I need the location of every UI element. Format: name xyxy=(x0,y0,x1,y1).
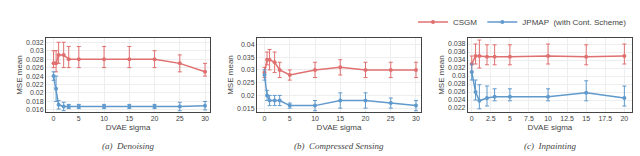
svg-text:DVAE sigma: DVAE sigma xyxy=(106,123,151,132)
svg-text:15: 15 xyxy=(336,115,344,122)
svg-text:CSGM: CSGM xyxy=(453,18,477,27)
svg-text:17.5: 17.5 xyxy=(598,115,612,122)
svg-text:25: 25 xyxy=(176,115,184,122)
svg-text:0.016: 0.016 xyxy=(26,106,44,113)
svg-text:0.03: 0.03 xyxy=(452,72,466,79)
svg-text:0.04: 0.04 xyxy=(241,41,255,48)
svg-text:0.026: 0.026 xyxy=(26,64,44,71)
svg-text:0.032: 0.032 xyxy=(26,39,44,46)
svg-text:0.02: 0.02 xyxy=(30,89,44,96)
svg-text:10: 10 xyxy=(100,115,108,122)
svg-text:DVAE sigma: DVAE sigma xyxy=(317,123,362,132)
svg-text:MSE mean: MSE mean xyxy=(226,55,235,95)
svg-text:10: 10 xyxy=(544,115,552,122)
svg-text:2.5: 2.5 xyxy=(486,115,496,122)
svg-text:25: 25 xyxy=(387,115,395,122)
svg-text:0.015: 0.015 xyxy=(237,105,255,112)
svg-text:5: 5 xyxy=(77,115,81,122)
svg-text:20: 20 xyxy=(362,115,370,122)
svg-text:0.024: 0.024 xyxy=(448,96,466,103)
svg-text:MSE mean: MSE mean xyxy=(437,55,446,95)
svg-text:0: 0 xyxy=(470,115,474,122)
svg-text:0.028: 0.028 xyxy=(448,80,466,87)
svg-text:0.024: 0.024 xyxy=(26,73,44,80)
svg-text:0.026: 0.026 xyxy=(448,88,466,95)
svg-text:0.035: 0.035 xyxy=(237,54,255,61)
svg-text:5: 5 xyxy=(508,115,512,122)
svg-text:DVAE sigma: DVAE sigma xyxy=(528,123,573,132)
svg-text:0.038: 0.038 xyxy=(448,40,466,47)
svg-text:15: 15 xyxy=(125,115,133,122)
svg-text:20: 20 xyxy=(151,115,159,122)
svg-text:(a) Denoising: (a) Denoising xyxy=(102,141,154,151)
svg-text:15: 15 xyxy=(582,115,590,122)
svg-text:10: 10 xyxy=(311,115,319,122)
svg-text:MSE mean: MSE mean xyxy=(15,55,24,95)
svg-text:0.018: 0.018 xyxy=(26,98,44,105)
svg-text:20: 20 xyxy=(620,115,628,122)
svg-text:0.022: 0.022 xyxy=(448,104,466,111)
svg-text:0.028: 0.028 xyxy=(26,56,44,63)
svg-text:0: 0 xyxy=(52,115,56,122)
svg-text:0.034: 0.034 xyxy=(448,56,466,63)
svg-text:7.5: 7.5 xyxy=(524,115,534,122)
svg-text:30: 30 xyxy=(412,115,420,122)
svg-text:(b) Compressed Sensing: (b) Compressed Sensing xyxy=(294,141,384,151)
svg-text:0.02: 0.02 xyxy=(241,92,255,99)
svg-text:12.5: 12.5 xyxy=(560,115,574,122)
svg-text:0.03: 0.03 xyxy=(30,47,44,54)
svg-text:(c) Inpainting: (c) Inpainting xyxy=(524,141,576,151)
svg-text:0: 0 xyxy=(263,115,267,122)
svg-text:0.022: 0.022 xyxy=(26,81,44,88)
svg-text:0.036: 0.036 xyxy=(448,48,466,55)
svg-text:0.03: 0.03 xyxy=(241,66,255,73)
svg-text:JPMAP (with Cont. Scheme): JPMAP (with Cont. Scheme) xyxy=(522,18,626,27)
svg-text:0.032: 0.032 xyxy=(448,64,466,71)
svg-text:5: 5 xyxy=(288,115,292,122)
svg-text:0.025: 0.025 xyxy=(237,79,255,86)
svg-text:30: 30 xyxy=(201,115,209,122)
